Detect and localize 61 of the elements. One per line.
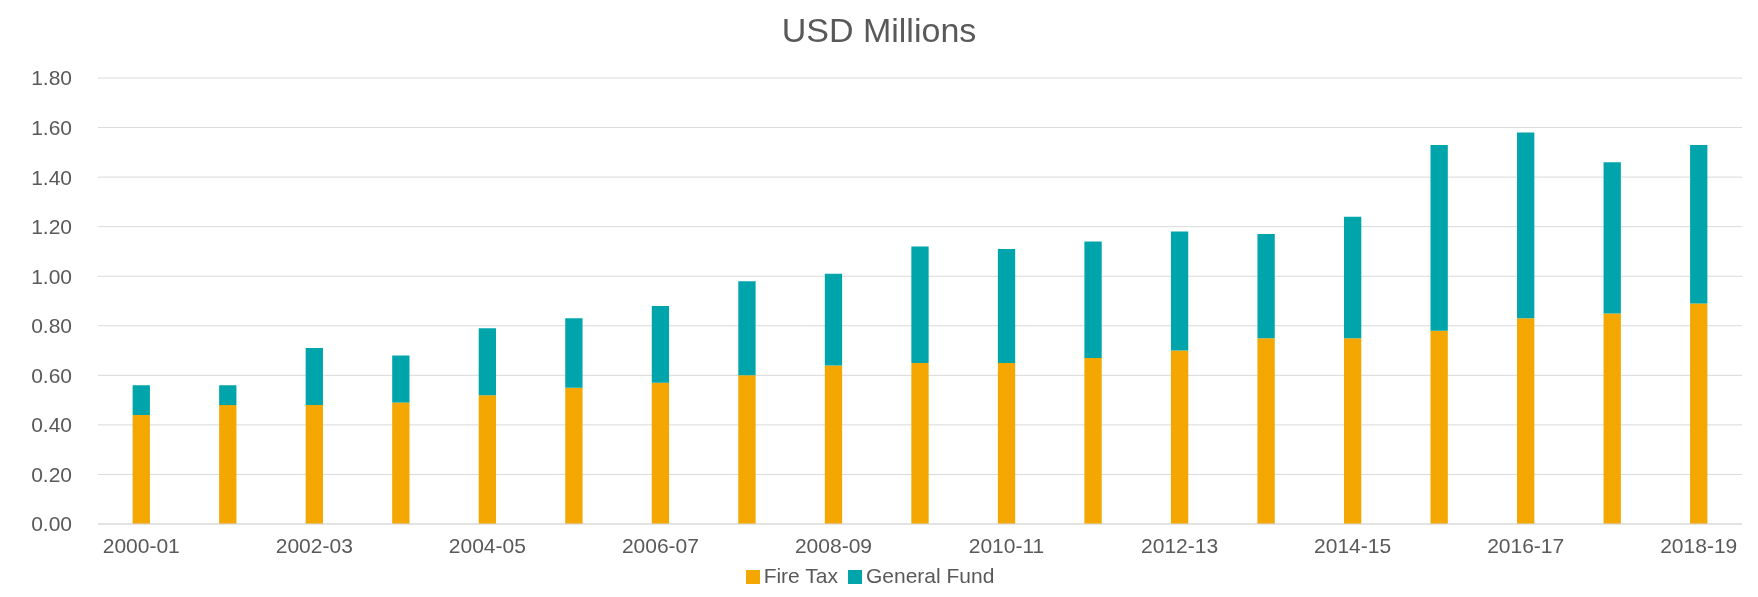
x-tick-label: 2018-19	[1660, 533, 1738, 557]
bar	[305, 348, 323, 406]
bar	[824, 273, 843, 366]
bar	[219, 405, 237, 524]
bar	[305, 405, 323, 524]
x-tick-label: 2016-17	[1487, 533, 1565, 557]
y-tick-label: 0.20	[31, 462, 72, 486]
bar	[651, 305, 670, 383]
y-tick-label: 1.60	[31, 116, 72, 140]
bar	[1343, 216, 1362, 339]
bar	[997, 362, 1016, 524]
bar	[738, 375, 756, 524]
chart-title: USD Millions	[780, 10, 978, 51]
bar	[1603, 162, 1621, 314]
x-tick-label: 2010-11	[968, 533, 1045, 557]
bar	[1170, 231, 1189, 351]
bar	[1343, 338, 1362, 524]
bar	[1690, 144, 1708, 304]
bar	[1603, 313, 1621, 524]
bar	[392, 402, 410, 524]
bar	[911, 362, 929, 524]
y-tick-label: 0.80	[31, 314, 72, 338]
y-tick-label: 1.20	[31, 215, 72, 239]
x-tick-label: 2000-01	[102, 533, 180, 557]
bar	[824, 365, 843, 524]
bar	[1170, 350, 1189, 524]
bar	[1084, 241, 1102, 358]
bar	[1430, 144, 1448, 331]
bar	[565, 387, 583, 524]
x-tick-label: 2006-07	[621, 533, 699, 557]
x-tick-label: 2012-13	[1141, 533, 1219, 557]
bar	[132, 385, 150, 415]
bar	[478, 328, 497, 396]
bar	[1690, 303, 1708, 524]
y-tick-label: 1.80	[31, 66, 72, 90]
bar	[651, 382, 670, 524]
y-tick-label: 1.00	[31, 264, 72, 288]
bar	[1084, 357, 1102, 524]
y-tick-label: 0.00	[31, 512, 72, 536]
bar	[392, 355, 410, 403]
bar	[1517, 132, 1535, 319]
bar	[478, 395, 497, 524]
x-tick-label: 2008-09	[794, 533, 873, 557]
bar	[738, 281, 756, 376]
bar	[1257, 338, 1275, 524]
bar	[1430, 330, 1448, 524]
bar	[1517, 318, 1535, 524]
y-tick-label: 0.60	[31, 363, 72, 387]
legend-label: Fire Tax	[763, 564, 838, 587]
bar	[565, 318, 583, 388]
x-tick-label: 2014-15	[1314, 533, 1392, 557]
bar	[1257, 234, 1275, 339]
bar	[997, 248, 1016, 363]
x-tick-label: 2004-05	[448, 533, 526, 557]
x-tick-label: 2002-03	[275, 533, 353, 557]
bar	[911, 246, 929, 363]
y-tick-label: 1.40	[31, 165, 72, 189]
bar	[219, 385, 237, 406]
y-tick-label: 0.40	[31, 413, 72, 437]
legend-label: General Fund	[865, 564, 995, 587]
bar	[132, 414, 150, 524]
